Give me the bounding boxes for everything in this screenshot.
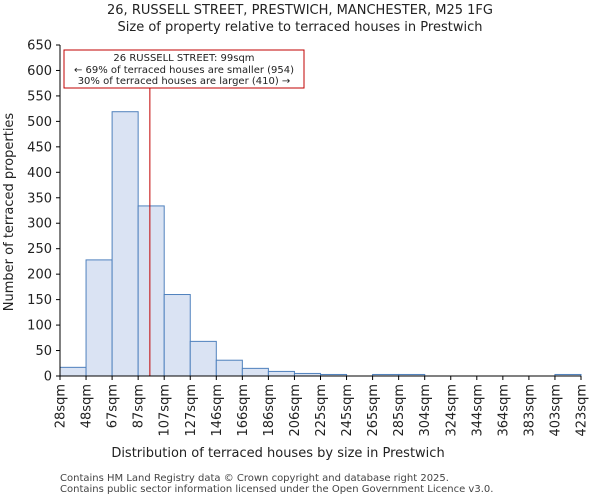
y-tick-label: 550	[27, 89, 52, 104]
x-tick-label: 423sqm	[575, 384, 590, 437]
y-axis-ticks: 0 50 100 150 200 250 300 350 400 450 500 550 600 650	[27, 39, 60, 385]
x-tick-label: 403sqm	[548, 384, 563, 437]
annotation-line-1: 26 RUSSELL STREET: 99sqm	[113, 53, 254, 64]
y-tick-label: 300	[27, 217, 52, 232]
chart-title: 26, RUSSELL STREET, PRESTWICH, MANCHESTE…	[107, 3, 493, 18]
bar-48sqm	[85, 259, 113, 377]
x-tick-label: 127sqm	[184, 384, 199, 437]
x-tick-label: 48sqm	[80, 384, 95, 428]
y-tick-label: 500	[27, 115, 52, 130]
footer-line-2: Contains public sector information licen…	[60, 484, 494, 495]
x-tick-label: 107sqm	[158, 384, 173, 437]
x-tick-label: 265sqm	[366, 384, 381, 437]
annotation-line-3: 30% of terraced houses are larger (410) …	[78, 76, 291, 87]
x-tick-label: 304sqm	[418, 384, 433, 437]
bar-67sqm	[111, 111, 139, 377]
x-tick-label: 67sqm	[106, 384, 121, 428]
annotation-line-2: ← 69% of terraced houses are smaller (95…	[74, 65, 294, 76]
x-tick-label: 344sqm	[470, 384, 485, 437]
x-tick-label: 166sqm	[236, 384, 251, 437]
bar-166sqm	[241, 367, 269, 377]
y-tick-label: 600	[27, 64, 52, 79]
y-tick-label: 250	[27, 242, 52, 257]
chart-subtitle: Size of property relative to terraced ho…	[117, 20, 483, 35]
bar-146sqm	[215, 359, 243, 377]
y-tick-label: 450	[27, 140, 52, 155]
y-tick-label: 400	[27, 166, 52, 181]
y-tick-label: 100	[27, 319, 52, 334]
footer-line-1: Contains HM Land Registry data © Crown c…	[60, 473, 449, 484]
bar-127sqm	[189, 340, 217, 377]
bar-107sqm	[163, 294, 191, 377]
bar-87sqm	[137, 205, 165, 377]
x-tick-label: 225sqm	[314, 384, 329, 437]
y-axis-label: Number of terraced properties	[2, 113, 17, 312]
x-tick-label: 146sqm	[210, 384, 225, 437]
y-tick-label: 650	[27, 39, 52, 54]
bars-group	[59, 111, 582, 377]
x-tick-label: 245sqm	[340, 384, 355, 437]
x-tick-label: 324sqm	[444, 384, 459, 437]
y-tick-label: 200	[27, 268, 52, 283]
x-tick-label: 28sqm	[54, 384, 69, 428]
x-tick-label: 206sqm	[288, 384, 303, 437]
x-tick-label: 364sqm	[496, 384, 511, 437]
x-axis-ticks: 28sqm 48sqm 67sqm 87sqm 107sqm 127sqm 146sqm 16…	[54, 376, 590, 437]
x-tick-label: 87sqm	[132, 384, 147, 428]
x-tick-label: 383sqm	[522, 384, 537, 437]
y-tick-label: 50	[35, 344, 52, 359]
bar-186sqm	[267, 370, 295, 377]
y-tick-label: 150	[27, 293, 52, 308]
y-tick-label: 350	[27, 191, 52, 206]
y-tick-label: 0	[44, 370, 52, 385]
x-tick-label: 285sqm	[392, 384, 407, 437]
x-tick-label: 186sqm	[262, 384, 277, 437]
bar-28sqm	[59, 366, 87, 377]
annotation-box: 26 RUSSELL STREET: 99sqm ← 69% of terrac…	[63, 49, 305, 89]
x-axis-label: Distribution of terraced houses by size …	[111, 446, 444, 461]
